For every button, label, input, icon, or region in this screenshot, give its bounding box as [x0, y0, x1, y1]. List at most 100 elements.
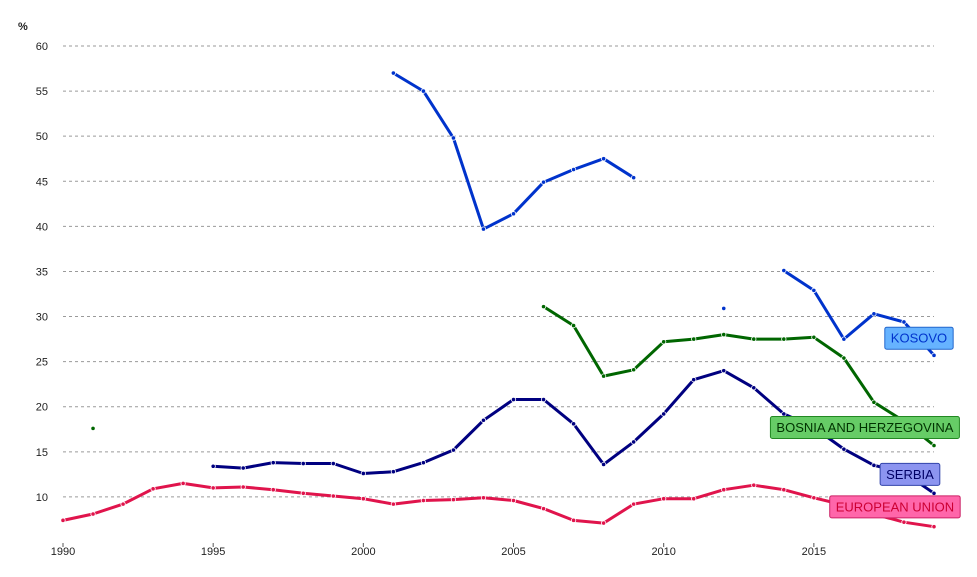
data-point: [450, 497, 457, 503]
y-tick-label: 20: [36, 402, 48, 414]
data-point: [601, 156, 607, 162]
series-label-text: BOSNIA AND HERZEGOVINA: [776, 420, 953, 435]
data-point: [450, 135, 457, 141]
data-point: [570, 421, 577, 427]
data-point: [540, 506, 547, 512]
data-point: [540, 179, 547, 185]
data-point: [570, 166, 577, 173]
series-labels: KOSOVO BOSNIA AND HERZEGOVINA SERBIA EUROPE…: [769, 326, 961, 519]
data-point: [751, 385, 757, 391]
data-point: [871, 462, 877, 468]
data-point: [360, 470, 366, 477]
data-point: [721, 487, 727, 493]
x-tick-label: 2010: [651, 546, 675, 558]
series-label-text: SERBIA: [886, 467, 934, 482]
data-point: [390, 501, 396, 507]
series-label-bosnia-and-herzegovina: BOSNIA AND HERZEGOVINA: [769, 415, 960, 439]
data-point: [601, 373, 607, 379]
data-point: [931, 490, 937, 496]
data-point: [721, 368, 727, 374]
y-tick-label: 15: [36, 447, 48, 459]
series-kosovo: [390, 70, 937, 358]
y-tick-label: 25: [36, 357, 48, 369]
series-group: [60, 70, 937, 530]
series-label-serbia: SERBIA: [879, 462, 941, 486]
data-point: [781, 267, 787, 274]
data-point: [360, 496, 366, 502]
data-point: [661, 411, 667, 417]
data-point: [210, 463, 216, 469]
y-tick-label: 10: [36, 492, 48, 504]
data-point: [631, 175, 637, 181]
data-point: [480, 417, 487, 423]
label-box: [884, 326, 954, 350]
data-point: [300, 460, 306, 467]
data-point: [150, 486, 156, 492]
data-point: [691, 336, 697, 342]
data-point: [841, 336, 847, 342]
data-point: [420, 497, 427, 504]
data-point: [811, 495, 817, 501]
data-point: [180, 480, 186, 486]
data-point: [721, 305, 727, 312]
data-point: [420, 460, 427, 466]
data-point: [721, 331, 727, 338]
y-tick-label: 45: [36, 176, 48, 188]
data-point: [661, 496, 667, 502]
data-point: [390, 469, 396, 475]
data-point: [270, 460, 276, 466]
y-tick-label: 50: [36, 131, 48, 143]
data-point: [570, 517, 577, 523]
data-point: [270, 487, 276, 493]
series-line: [61, 481, 936, 529]
data-point: [120, 501, 126, 507]
data-point: [901, 319, 907, 325]
data-point: [330, 493, 336, 499]
series-european-union: [60, 480, 937, 530]
series-line: [542, 305, 936, 447]
x-tick-label: 2005: [501, 546, 525, 558]
y-tick-label: 60: [36, 41, 48, 53]
data-point: [631, 439, 637, 445]
data-point: [510, 396, 517, 403]
x-tick-label: 1990: [51, 546, 75, 558]
data-point: [781, 487, 787, 493]
y-tick-label: 55: [36, 86, 48, 98]
series-label-european-union: EUROPEAN UNION: [829, 495, 961, 519]
data-point: [931, 524, 937, 530]
data-point: [570, 322, 577, 329]
data-point: [450, 447, 457, 453]
y-unit-label: %: [18, 21, 28, 33]
x-axis: 1990 1995 2000 2005 2010 2015: [51, 543, 826, 558]
data-point: [601, 520, 607, 526]
data-point: [420, 88, 427, 94]
data-point: [871, 311, 877, 317]
series-label-text: EUROPEAN UNION: [836, 499, 954, 514]
series-label-kosovo: KOSOVO: [884, 326, 954, 350]
x-tick-label: 1995: [201, 546, 225, 558]
data-point: [510, 211, 517, 217]
data-point: [540, 304, 547, 310]
data-point: [781, 411, 787, 417]
data-point: [540, 396, 547, 403]
y-tick-label: 35: [36, 266, 48, 278]
x-tick-label: 2015: [802, 546, 826, 558]
y-tick-label: 30: [36, 312, 48, 324]
data-point: [240, 484, 246, 490]
data-point: [931, 442, 937, 449]
data-point: [661, 339, 667, 345]
y-axis: 10 15 20 25 30 35 40 45 50 55 60: [36, 41, 48, 504]
data-point: [90, 425, 96, 431]
label-box: [769, 415, 960, 439]
grid: [63, 45, 934, 498]
data-point: [390, 70, 396, 76]
data-point: [751, 482, 757, 488]
series-label-text: KOSOVO: [891, 331, 947, 346]
data-point: [811, 334, 817, 340]
data-point: [60, 517, 66, 523]
data-point: [631, 367, 637, 373]
data-point: [871, 399, 877, 405]
data-point: [931, 352, 937, 358]
data-point: [691, 377, 697, 383]
